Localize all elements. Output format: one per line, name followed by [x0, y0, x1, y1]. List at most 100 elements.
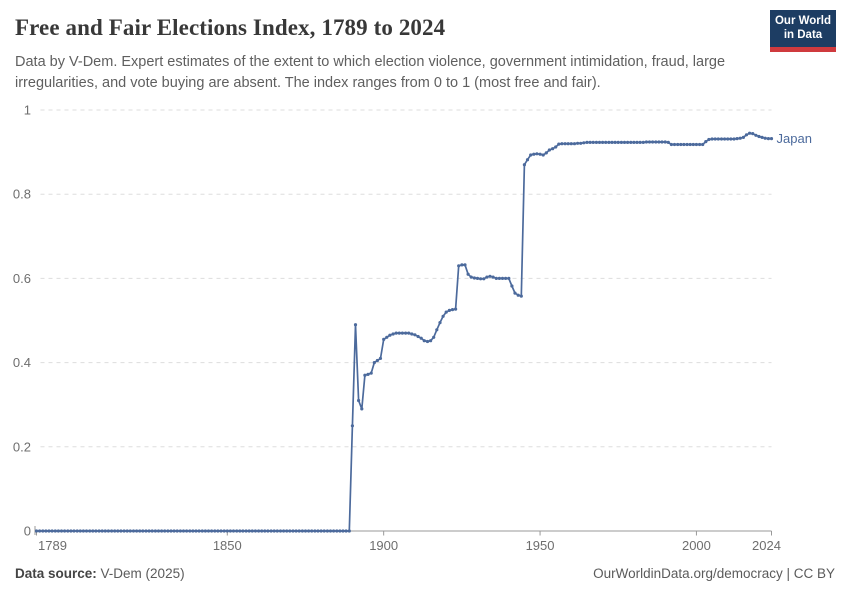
data-point[interactable] — [441, 314, 445, 318]
data-point[interactable] — [560, 142, 564, 146]
data-point[interactable] — [247, 529, 251, 533]
data-point[interactable] — [497, 276, 501, 280]
data-point[interactable] — [766, 137, 771, 141]
data-point[interactable] — [591, 140, 595, 144]
data-point[interactable] — [41, 529, 45, 533]
data-point[interactable] — [156, 529, 161, 533]
data-point[interactable] — [638, 140, 642, 144]
data-point[interactable] — [460, 263, 464, 267]
data-point[interactable] — [103, 529, 107, 533]
data-point[interactable] — [572, 142, 577, 146]
data-point[interactable] — [325, 529, 329, 533]
data-point[interactable] — [175, 529, 179, 533]
data-point[interactable] — [147, 529, 151, 533]
data-point[interactable] — [125, 529, 129, 533]
data-point[interactable] — [698, 142, 702, 147]
data-point[interactable] — [454, 307, 458, 311]
data-point[interactable] — [116, 529, 120, 533]
data-point[interactable] — [353, 323, 358, 327]
data-point[interactable] — [225, 529, 229, 533]
data-point[interactable] — [153, 529, 157, 533]
data-point[interactable] — [616, 140, 620, 144]
data-point[interactable] — [676, 142, 680, 147]
data-point[interactable] — [200, 529, 204, 533]
data-point[interactable] — [388, 333, 392, 337]
data-point[interactable] — [723, 137, 727, 141]
data-point[interactable] — [557, 142, 561, 146]
data-point[interactable] — [91, 529, 95, 533]
data-point[interactable] — [291, 529, 295, 533]
data-point[interactable] — [519, 294, 523, 298]
data-point[interactable] — [378, 356, 383, 360]
data-point[interactable] — [344, 529, 348, 533]
data-point[interactable] — [629, 140, 633, 144]
data-point[interactable] — [450, 308, 455, 312]
data-point[interactable] — [582, 141, 586, 145]
data-point[interactable] — [81, 529, 85, 533]
data-point[interactable] — [169, 529, 173, 533]
data-point[interactable] — [350, 424, 354, 428]
data-point[interactable] — [735, 137, 739, 141]
data-point[interactable] — [94, 529, 98, 533]
data-point[interactable] — [53, 529, 57, 533]
data-point[interactable] — [113, 529, 117, 533]
data-point[interactable] — [682, 142, 686, 147]
data-point[interactable] — [241, 529, 245, 533]
data-point[interactable] — [197, 529, 201, 533]
data-point[interactable] — [328, 529, 333, 533]
data-point[interactable] — [754, 133, 758, 137]
data-point[interactable] — [88, 529, 92, 533]
data-point[interactable] — [738, 136, 742, 140]
data-point[interactable] — [751, 132, 755, 136]
data-point[interactable] — [726, 137, 730, 141]
data-point[interactable] — [504, 276, 508, 280]
data-point[interactable] — [347, 529, 351, 533]
data-point[interactable] — [463, 263, 467, 267]
data-point[interactable] — [310, 529, 314, 533]
data-point[interactable] — [106, 529, 110, 533]
data-point[interactable] — [78, 529, 82, 533]
data-point[interactable] — [516, 293, 520, 297]
data-point[interactable] — [672, 142, 677, 147]
data-point[interactable] — [47, 529, 51, 533]
data-point[interactable] — [607, 140, 611, 144]
data-point[interactable] — [488, 274, 492, 278]
data-point[interactable] — [110, 529, 114, 533]
data-point[interactable] — [729, 137, 733, 141]
data-point[interactable] — [66, 529, 70, 533]
japan-line-series[interactable] — [36, 132, 772, 532]
data-point[interactable] — [222, 529, 226, 533]
data-point[interactable] — [597, 140, 602, 144]
data-point[interactable] — [713, 137, 717, 141]
data-point[interactable] — [319, 529, 323, 533]
data-point[interactable] — [278, 529, 283, 533]
data-point[interactable] — [679, 142, 683, 147]
data-point[interactable] — [554, 145, 558, 149]
data-point[interactable] — [651, 140, 655, 144]
data-point[interactable] — [50, 529, 54, 533]
data-point[interactable] — [485, 275, 489, 279]
data-point[interactable] — [447, 308, 451, 312]
data-point[interactable] — [657, 140, 661, 144]
data-point[interactable] — [231, 529, 236, 533]
data-point[interactable] — [313, 529, 317, 533]
data-point[interactable] — [122, 529, 126, 533]
data-point[interactable] — [647, 140, 652, 144]
data-point[interactable] — [544, 151, 548, 155]
data-point[interactable] — [507, 276, 511, 280]
data-point[interactable] — [181, 529, 186, 533]
data-point[interactable] — [707, 137, 711, 142]
data-point[interactable] — [522, 163, 527, 167]
data-point[interactable] — [576, 141, 580, 145]
data-point[interactable] — [357, 398, 361, 403]
data-point[interactable] — [257, 529, 261, 533]
data-point[interactable] — [69, 529, 73, 533]
data-point[interactable] — [332, 529, 336, 533]
data-point[interactable] — [701, 142, 705, 147]
data-point[interactable] — [303, 529, 308, 533]
data-point[interactable] — [744, 133, 749, 137]
data-point[interactable] — [422, 339, 426, 343]
data-point[interactable] — [275, 529, 279, 533]
data-point[interactable] — [654, 140, 658, 144]
